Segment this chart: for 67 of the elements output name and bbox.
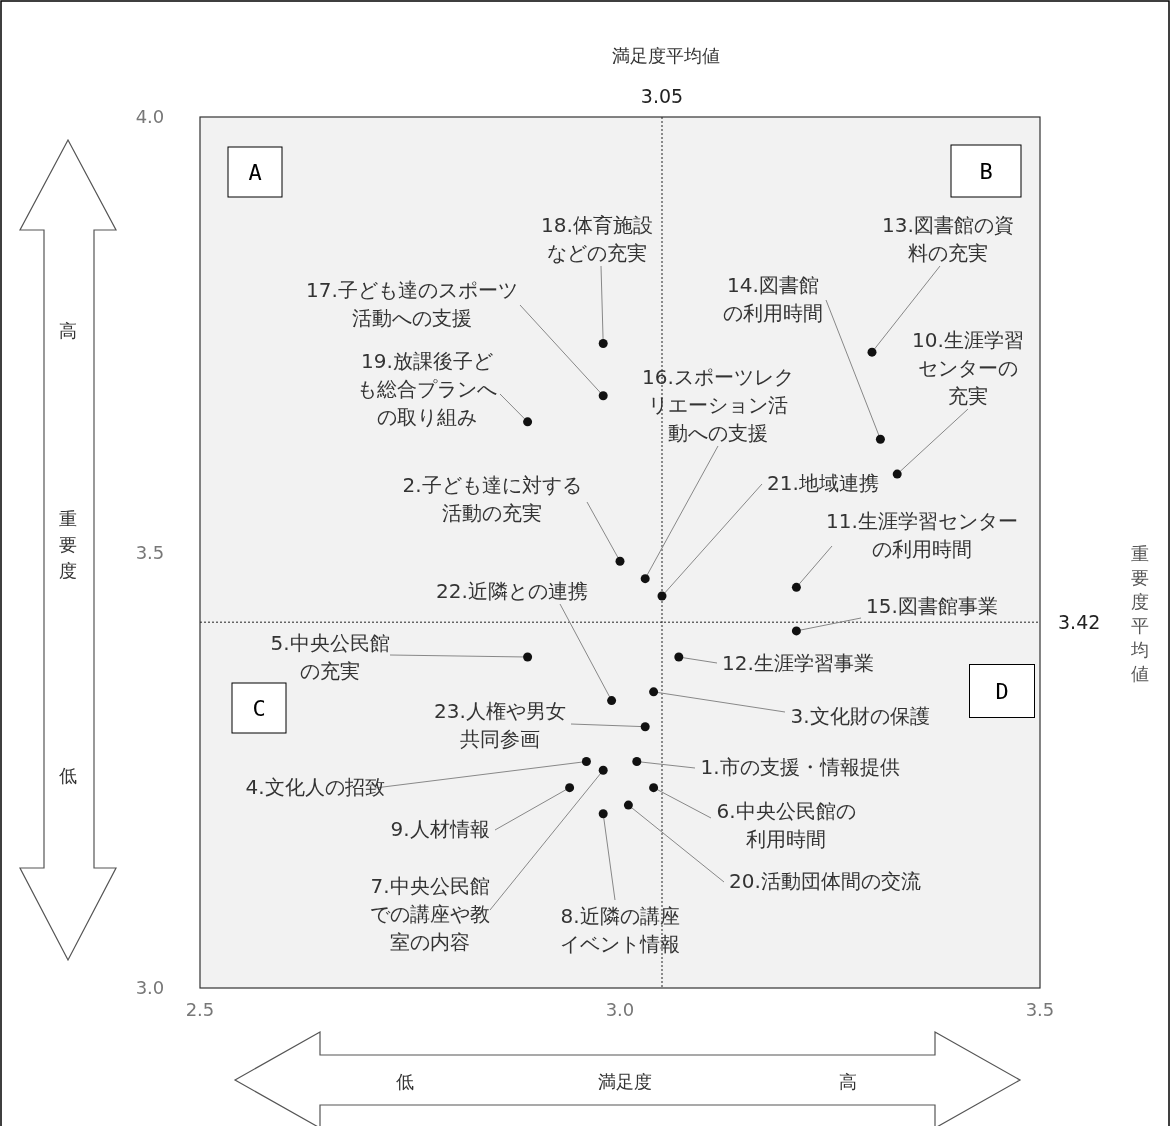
point [791,582,801,592]
point [607,696,617,706]
text: 高 [839,1071,857,1092]
ref-line-label: 3.42 [1058,611,1101,634]
ref-line-label: 3.05 [640,85,684,107]
point [867,347,877,357]
point [649,687,659,697]
annotation: 7.中央公民館での講座や教室の内容 [370,874,490,954]
y-axis-title: 重要度 [1131,543,1149,612]
x-tick-label: 2.5 [185,999,215,1020]
point [791,626,801,636]
annotation: 20.活動団体間の交流 [729,869,921,893]
point [598,391,608,401]
annotation: D [995,679,1009,704]
point [674,652,684,662]
point [615,556,625,566]
point [649,783,659,793]
text: 高 [59,320,77,341]
annotation: 11.生涯学習センターの利用時間 [826,509,1018,561]
y-tick-label: 4.0 [135,106,165,127]
annotation: 22.近隣との連携 [436,579,588,603]
y-tick-label: 3.5 [135,541,165,563]
point [598,765,608,775]
point [875,434,885,444]
point [640,574,650,584]
text: 平均値 [1131,615,1149,684]
annotation: 2.子ども達に対する活動の充実 [402,473,582,525]
point [598,338,608,348]
text: 重要度 [59,508,77,581]
annotation: 21.地域連携 [767,471,879,495]
point [892,469,902,479]
annotation: 9.人材情報 [390,817,490,841]
annotation: 14.図書館の利用時間 [723,273,823,325]
annotation: A [248,160,262,185]
point [640,722,650,732]
point [565,783,575,793]
annotation: 23.人権や男女共同参画 [434,699,566,751]
point [632,757,642,767]
point [657,591,667,601]
point [523,417,533,427]
annotation: 8.近隣の講座イベント情報 [560,904,680,956]
point [598,809,608,819]
annotation: 19.放課後子ども総合プランへの取り組み [357,349,497,429]
annotation: 1.市の支援・情報提供 [700,755,900,779]
annotation: 18.体育施設などの充実 [541,213,653,265]
annotation: 3.文化財の保護 [790,704,930,728]
annotation: B [979,159,993,184]
point [581,757,591,767]
y-tick-label: 3.0 [135,977,165,998]
annotation: 13.図書館の資料の充実 [882,213,1014,265]
annotation: 12.生涯学習事業 [722,651,874,675]
x-tick-label: 3.5 [1025,999,1055,1020]
point [623,800,633,810]
annotation: 5.中央公民館の充実 [270,631,390,683]
annotation: C [252,696,266,721]
text: 満足度平均値 [612,45,720,66]
point [523,652,533,662]
annotation: 15.図書館事業 [866,594,998,618]
annotation: 17.子ども達のスポーツ活動への支援 [306,278,518,330]
text: 低 [396,1071,414,1092]
x-axis-title: 満足度 [598,1071,652,1092]
text: 低 [59,765,77,786]
annotation: 16.スポーツレクリエーション活動への支援 [642,365,794,445]
annotation: 6.中央公民館の利用時間 [716,799,856,851]
annotation: 4.文化人の招致 [245,775,385,799]
annotation: 10.生涯学習センターの充実 [912,328,1024,408]
x-tick-label: 3.0 [605,999,635,1020]
